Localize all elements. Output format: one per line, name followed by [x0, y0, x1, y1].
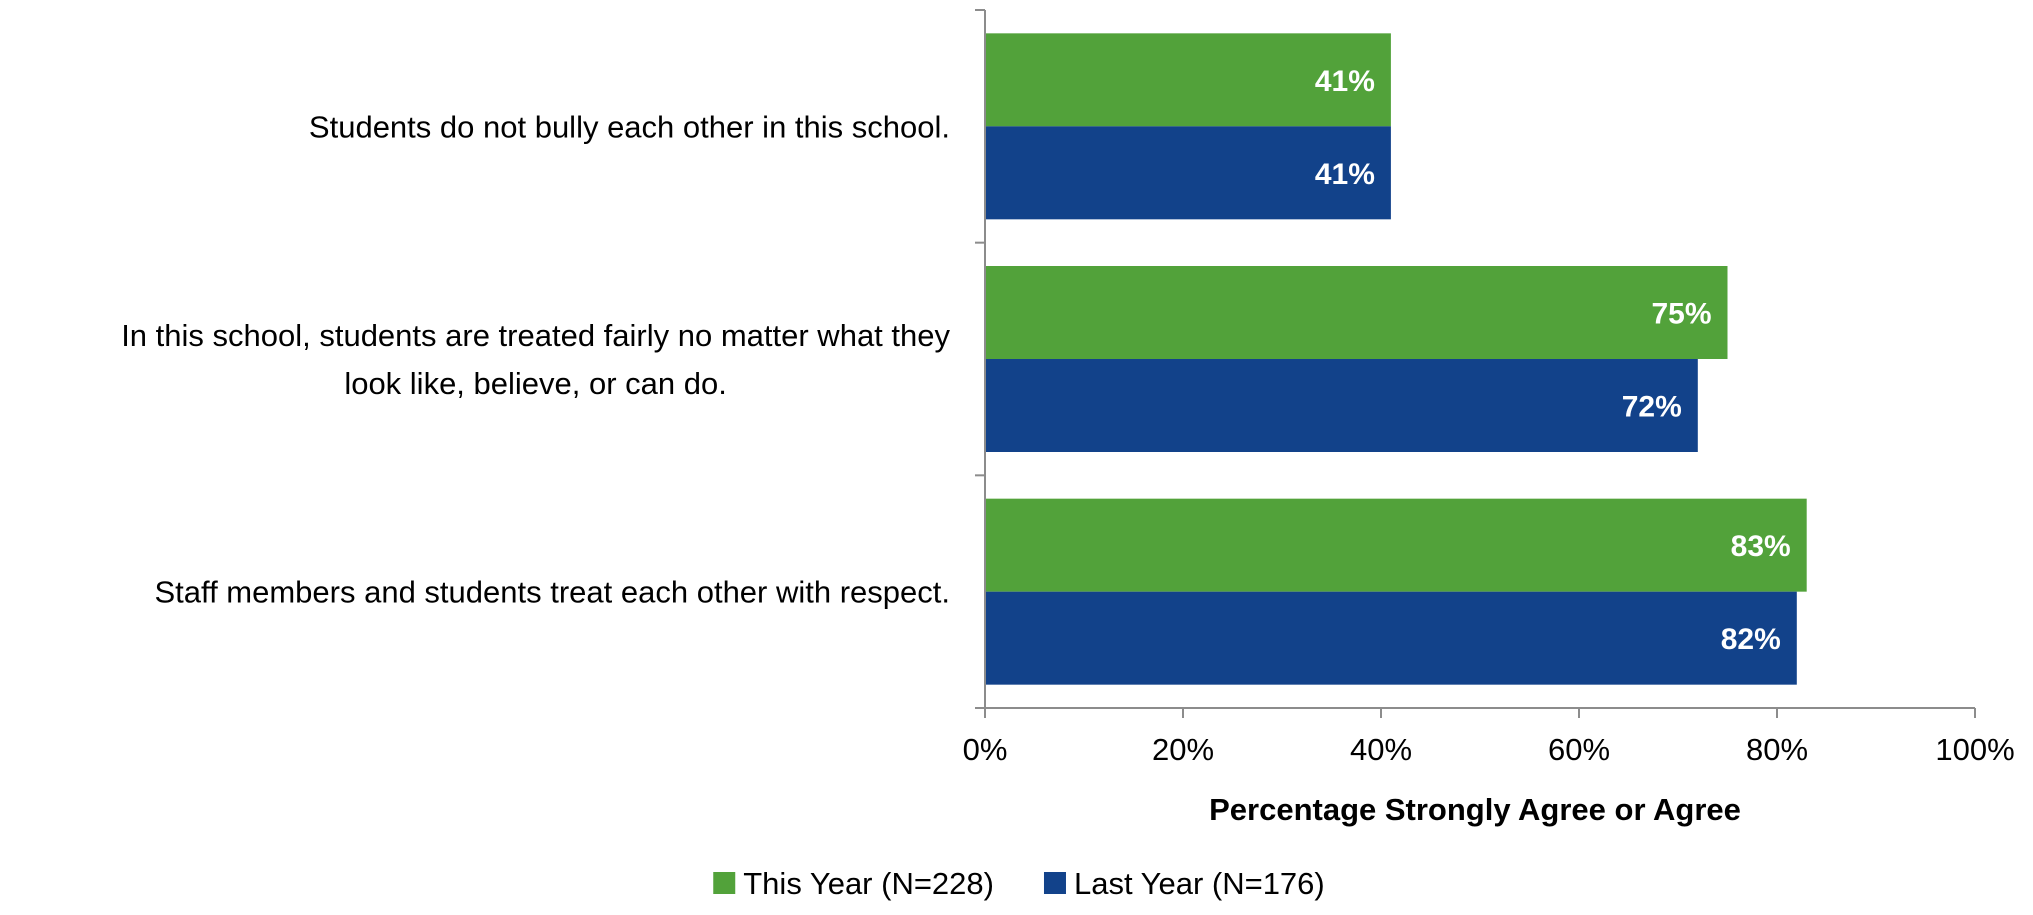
bar-last-year-2 [985, 591, 1797, 685]
bar-this-year-2 [985, 498, 1807, 592]
legend-swatch [713, 872, 736, 894]
category-label: Students do not bully each other in this… [309, 109, 950, 144]
x-tick-label: 0% [963, 732, 1008, 767]
x-tick-label: 100% [1935, 732, 2014, 767]
legend-label: Last Year (N=176) [1074, 866, 1325, 901]
data-label: 82% [1721, 623, 1781, 656]
x-tick-label: 20% [1152, 732, 1214, 767]
data-label: 83% [1731, 530, 1791, 563]
legend-label: This Year (N=228) [743, 866, 994, 901]
category-label: In this school, students are treated fai… [121, 318, 950, 353]
legend-swatch [1043, 872, 1066, 894]
bar-this-year-0 [985, 33, 1391, 127]
data-label: 41% [1315, 158, 1375, 191]
data-label: 72% [1622, 391, 1682, 424]
x-axis-title: Percentage Strongly Agree or Agree [1209, 792, 1741, 827]
category-label: Staff members and students treat each ot… [154, 575, 950, 610]
data-label: 75% [1651, 298, 1711, 331]
labels-layer: 41% 41% Students do not bully each other i… [121, 65, 1791, 656]
x-tick-label: 40% [1350, 732, 1412, 767]
legend: This Year (N=228) Last Year (N=176) [713, 866, 1325, 901]
bar-this-year-1 [985, 266, 1728, 359]
data-label: 41% [1315, 65, 1375, 98]
x-tick-label: 80% [1746, 732, 1808, 767]
bar-last-year-0 [985, 126, 1391, 220]
axes: 0% 20% 40% 60% 80% 100% Percentage Strongly Ag… [963, 9, 2015, 827]
category-label: look like, believe, or can do. [344, 366, 727, 401]
legend-item-this-year: This Year (N=228) [713, 866, 994, 901]
bars-layer [985, 33, 1807, 685]
bar-last-year-1 [985, 359, 1698, 452]
x-tick-label: 60% [1548, 732, 1610, 767]
legend-item-last-year: Last Year (N=176) [1043, 866, 1325, 901]
